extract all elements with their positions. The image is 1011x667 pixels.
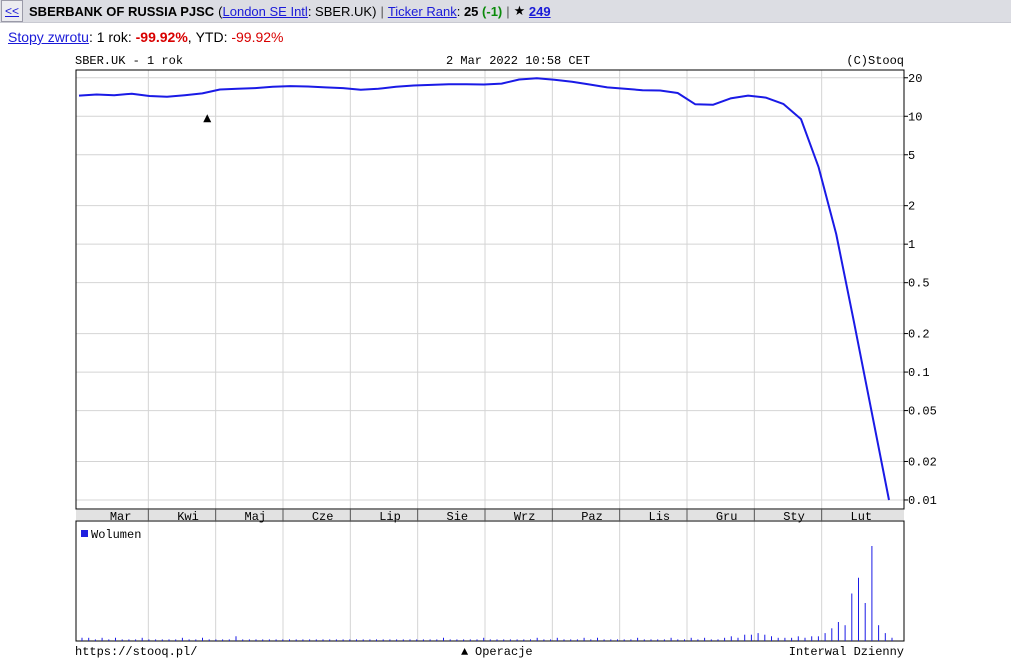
chart-title: SBER.UK - 1 rok: [75, 54, 183, 68]
month-label: Sie: [447, 510, 469, 524]
rank-colon: :: [456, 3, 464, 19]
y-tick-label: 20: [908, 72, 922, 86]
exchange-open-paren: (: [218, 3, 223, 19]
price-plot-frame: [75, 69, 905, 510]
month-label: Cze: [312, 510, 334, 524]
back-button[interactable]: <<: [1, 0, 24, 22]
chart-copyright: (C)Stooq: [846, 54, 904, 68]
star-icon: ★: [513, 3, 526, 18]
volume-legend-label: Wolumen: [91, 528, 141, 542]
footer-url: https://stooq.pl/: [75, 645, 197, 659]
volume-legend-swatch: [81, 530, 88, 537]
y-tick-label: 0.01: [908, 494, 937, 508]
separator: |: [380, 3, 384, 19]
rank-value: 25: [463, 3, 479, 19]
price-line: [78, 77, 890, 501]
month-label: Lip: [379, 510, 401, 524]
rank-change: (-1): [482, 3, 503, 19]
month-label: Maj: [245, 510, 267, 524]
period-label: 1 rok:: [96, 29, 132, 45]
ytd-return: -99.92%: [231, 29, 284, 45]
month-label: Paz: [581, 510, 603, 524]
company-name: SBERBANK OF RUSSIA PJSC: [29, 3, 215, 19]
ticker-rank-link[interactable]: Ticker Rank: [387, 3, 457, 19]
volume-plot-frame: [75, 520, 905, 642]
month-label: Lis: [649, 510, 671, 524]
month-label: Gru: [716, 510, 738, 524]
month-label: Sty: [783, 510, 805, 524]
trade-marker-icon: [203, 114, 212, 123]
returns-line: Stopy zwrotu: 1 rok: -99.92%, YTD: -99.9…: [8, 29, 284, 45]
y-tick-label: 2: [908, 200, 915, 214]
trade-legend-icon: ▲: [461, 645, 469, 659]
y-tick-label: 10: [908, 110, 922, 124]
separator: |: [506, 3, 510, 19]
chart-timestamp: 2 Mar 2022 10:58 CET: [446, 54, 590, 68]
trade-legend-label: Operacje: [475, 645, 533, 659]
month-label: Wrz: [514, 510, 536, 524]
header-bar: << SBERBANK OF RUSSIA PJSC (London SE In…: [0, 0, 1011, 23]
period-return: -99.92%: [135, 29, 188, 45]
month-label: Lut: [851, 510, 873, 524]
month-axis-band: [76, 510, 904, 520]
ticker-symbol: : SBER.UK): [307, 3, 377, 19]
y-tick-label: 0.5: [908, 277, 930, 291]
exchange-link[interactable]: London SE Intl: [222, 3, 308, 19]
y-tick-label: 1: [908, 238, 915, 252]
month-label: Mar: [110, 510, 132, 524]
favorites-count-link[interactable]: 249: [528, 3, 551, 19]
month-label: Kwi: [177, 510, 199, 524]
y-tick-label: 0.02: [908, 455, 937, 469]
ytd-label: YTD:: [195, 29, 228, 45]
y-tick-label: 5: [908, 149, 915, 163]
y-tick-label: 0.05: [908, 405, 937, 419]
y-tick-label: 0.1: [908, 366, 930, 380]
interval-label: Interwal Dzienny: [789, 645, 904, 659]
returns-link[interactable]: Stopy zwrotu: [8, 29, 89, 45]
y-tick-label: 0.2: [908, 328, 930, 342]
